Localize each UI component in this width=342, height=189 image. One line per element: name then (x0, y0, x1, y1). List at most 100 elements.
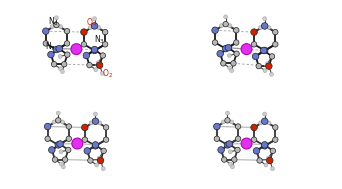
Circle shape (92, 143, 99, 149)
Text: N$_6$: N$_6$ (48, 15, 58, 28)
Circle shape (222, 45, 229, 52)
Circle shape (61, 165, 65, 169)
Circle shape (100, 71, 104, 75)
Circle shape (100, 53, 105, 58)
Circle shape (103, 29, 108, 35)
Circle shape (261, 47, 268, 54)
Circle shape (231, 165, 235, 169)
Circle shape (43, 41, 49, 46)
Circle shape (60, 162, 63, 166)
Circle shape (231, 61, 236, 66)
Circle shape (263, 17, 267, 21)
Circle shape (89, 121, 93, 125)
Circle shape (92, 142, 99, 148)
Circle shape (228, 24, 232, 28)
Circle shape (212, 27, 218, 33)
Circle shape (88, 158, 93, 163)
Circle shape (58, 54, 62, 58)
Circle shape (84, 148, 91, 154)
Circle shape (50, 25, 54, 29)
Circle shape (93, 112, 97, 116)
Circle shape (257, 158, 262, 163)
Circle shape (45, 136, 50, 142)
Circle shape (64, 41, 70, 46)
Circle shape (55, 142, 62, 148)
Circle shape (234, 28, 239, 33)
Circle shape (267, 26, 271, 29)
Circle shape (225, 118, 230, 123)
Circle shape (235, 124, 241, 129)
Circle shape (48, 51, 54, 58)
Circle shape (269, 54, 275, 59)
Circle shape (55, 118, 61, 123)
Circle shape (101, 167, 105, 171)
Circle shape (266, 63, 272, 69)
Circle shape (81, 42, 87, 47)
Circle shape (65, 52, 70, 57)
Circle shape (220, 24, 223, 28)
Circle shape (271, 167, 275, 171)
Circle shape (87, 62, 92, 68)
Circle shape (267, 121, 271, 125)
Circle shape (251, 42, 257, 47)
Circle shape (72, 138, 83, 149)
Circle shape (103, 42, 108, 47)
Circle shape (273, 125, 278, 130)
Circle shape (59, 25, 63, 29)
Circle shape (269, 72, 274, 76)
Circle shape (96, 62, 103, 68)
Circle shape (261, 142, 268, 148)
Circle shape (97, 26, 101, 29)
Circle shape (224, 142, 231, 148)
Circle shape (266, 157, 273, 164)
Circle shape (214, 123, 220, 130)
Circle shape (61, 120, 65, 124)
Circle shape (234, 40, 239, 45)
Circle shape (66, 136, 71, 142)
Circle shape (53, 46, 60, 53)
Circle shape (56, 45, 62, 52)
Circle shape (263, 69, 267, 73)
Circle shape (81, 29, 87, 35)
Circle shape (214, 136, 220, 142)
Circle shape (91, 47, 98, 54)
Circle shape (259, 26, 262, 29)
Circle shape (101, 148, 106, 154)
Circle shape (91, 23, 98, 29)
Circle shape (229, 69, 234, 73)
Circle shape (241, 44, 252, 55)
Circle shape (62, 62, 67, 67)
Circle shape (235, 147, 240, 153)
Text: O$_2$: O$_2$ (102, 68, 113, 80)
Circle shape (222, 157, 227, 162)
Circle shape (273, 29, 278, 35)
Circle shape (230, 120, 234, 124)
Circle shape (57, 141, 63, 147)
Circle shape (261, 23, 268, 29)
Circle shape (66, 124, 71, 129)
Circle shape (223, 21, 228, 27)
Circle shape (235, 136, 241, 142)
Circle shape (54, 16, 58, 20)
Text: O$_4$: O$_4$ (86, 17, 97, 29)
Circle shape (241, 138, 252, 149)
Text: N$_3$: N$_3$ (94, 33, 104, 46)
Circle shape (82, 124, 88, 131)
Circle shape (221, 61, 226, 66)
Circle shape (228, 162, 233, 166)
Circle shape (251, 29, 257, 35)
Circle shape (251, 124, 257, 131)
Circle shape (93, 17, 96, 21)
Circle shape (263, 112, 267, 116)
Circle shape (96, 61, 100, 65)
Circle shape (234, 51, 239, 57)
Circle shape (71, 44, 82, 55)
Circle shape (92, 118, 99, 125)
Circle shape (273, 42, 278, 47)
Circle shape (261, 143, 268, 149)
Circle shape (224, 15, 228, 19)
Circle shape (218, 147, 224, 153)
Circle shape (54, 22, 59, 28)
Circle shape (97, 157, 104, 164)
Circle shape (42, 28, 49, 34)
